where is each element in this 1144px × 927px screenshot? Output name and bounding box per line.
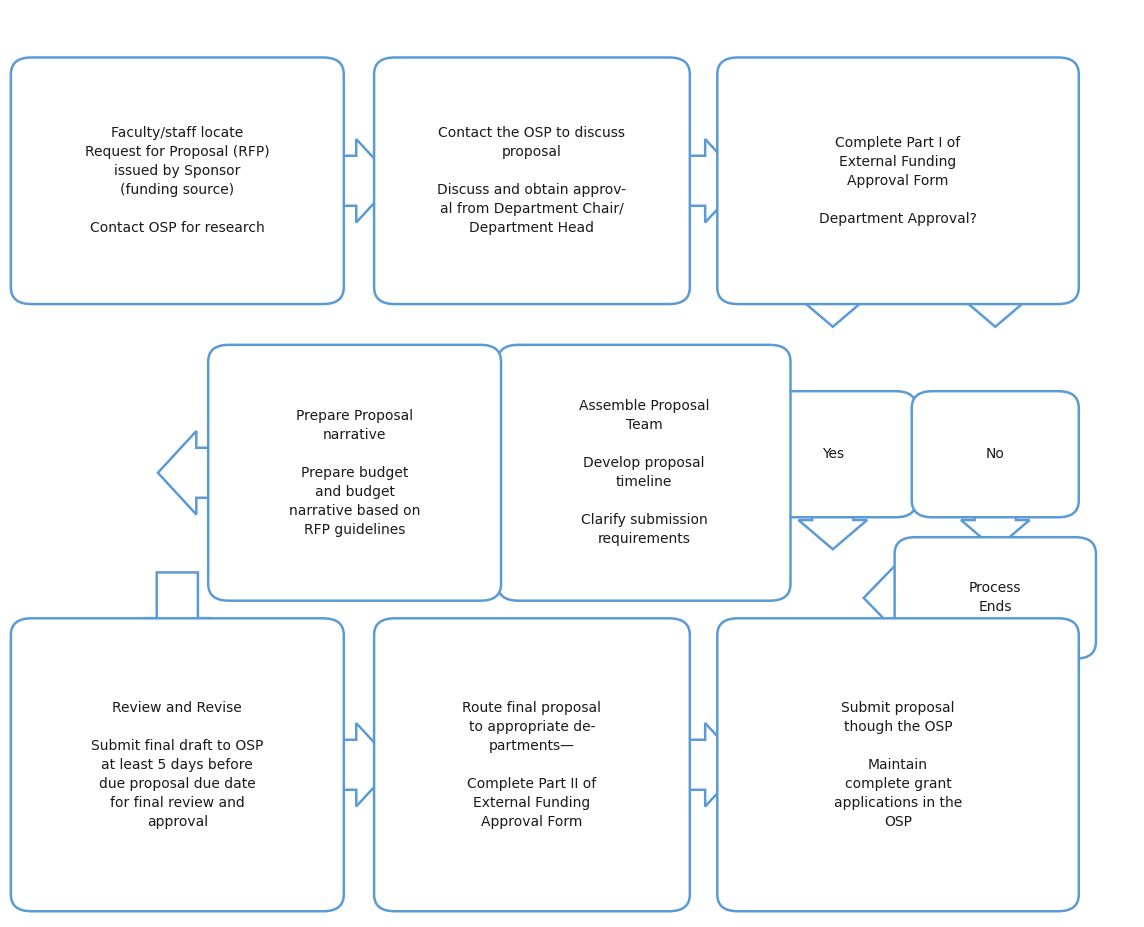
FancyBboxPatch shape	[749, 391, 916, 517]
FancyBboxPatch shape	[374, 57, 690, 304]
Polygon shape	[475, 431, 566, 514]
Text: No: No	[986, 447, 1004, 462]
Text: Yes: Yes	[821, 447, 844, 462]
FancyBboxPatch shape	[374, 618, 690, 911]
Text: Assemble Proposal
Team

Develop proposal
timeline

Clarify submission
requiremen: Assemble Proposal Team Develop proposal …	[579, 400, 709, 546]
Text: Faculty/staff locate
Request for Proposal (RFP)
issued by Sponsor
(funding sourc: Faculty/staff locate Request for Proposa…	[85, 126, 270, 235]
Polygon shape	[303, 723, 395, 806]
Polygon shape	[961, 480, 1030, 549]
Text: Submit proposal
though the OSP

Maintain
complete grant
applications in the
OSP: Submit proposal though the OSP Maintain …	[834, 701, 962, 829]
FancyBboxPatch shape	[498, 345, 791, 601]
Polygon shape	[652, 723, 744, 806]
FancyBboxPatch shape	[912, 391, 1079, 517]
Polygon shape	[961, 257, 1030, 326]
Polygon shape	[158, 431, 249, 514]
Text: Prepare Proposal
narrative

Prepare budget
and budget
narrative based on
RFP gui: Prepare Proposal narrative Prepare budge…	[289, 409, 420, 537]
Text: Review and Revise

Submit final draft to OSP
at least 5 days before
due proposal: Review and Revise Submit final draft to …	[92, 701, 263, 829]
Polygon shape	[799, 257, 867, 326]
Polygon shape	[143, 573, 212, 651]
Polygon shape	[799, 480, 867, 549]
FancyBboxPatch shape	[717, 57, 1079, 304]
FancyBboxPatch shape	[717, 618, 1079, 911]
Text: Process
Ends: Process Ends	[969, 581, 1022, 615]
FancyBboxPatch shape	[895, 538, 1096, 659]
Text: Complete Part I of
External Funding
Approval Form

Department Approval?: Complete Part I of External Funding Appr…	[819, 136, 977, 225]
FancyBboxPatch shape	[10, 57, 343, 304]
Text: Contact the OSP to discuss
proposal

Discuss and obtain approv-
al from Departme: Contact the OSP to discuss proposal Disc…	[437, 126, 627, 235]
FancyBboxPatch shape	[208, 345, 501, 601]
Polygon shape	[864, 564, 944, 633]
Text: Route final proposal
to appropriate de-
partments—

Complete Part II of
External: Route final proposal to appropriate de- …	[462, 701, 602, 829]
FancyBboxPatch shape	[10, 618, 343, 911]
Polygon shape	[652, 139, 744, 222]
Polygon shape	[303, 139, 395, 222]
